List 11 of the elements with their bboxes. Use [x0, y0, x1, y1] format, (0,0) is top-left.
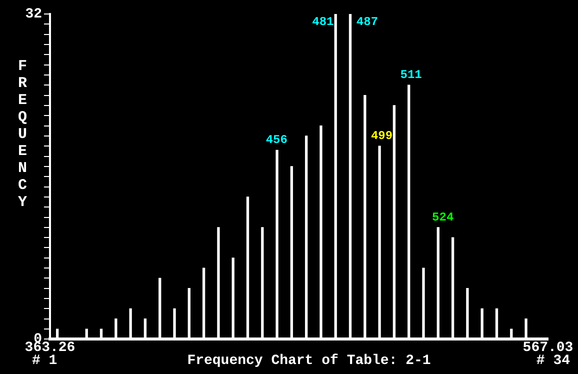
- annotation: 524: [432, 210, 454, 224]
- y-axis-title: FREQUENCY: [14, 58, 31, 211]
- text: Frequency Chart of Table: 2-1: [187, 353, 431, 369]
- annotation: 456: [266, 133, 288, 148]
- annotation: 499: [370, 129, 393, 144]
- y-tick-label: 32: [25, 6, 42, 23]
- annotation: 487: [356, 15, 378, 30]
- text: # 34: [536, 353, 570, 369]
- text: # 1: [32, 353, 58, 369]
- annotation: 511: [400, 68, 422, 82]
- annotation: 481: [312, 15, 334, 30]
